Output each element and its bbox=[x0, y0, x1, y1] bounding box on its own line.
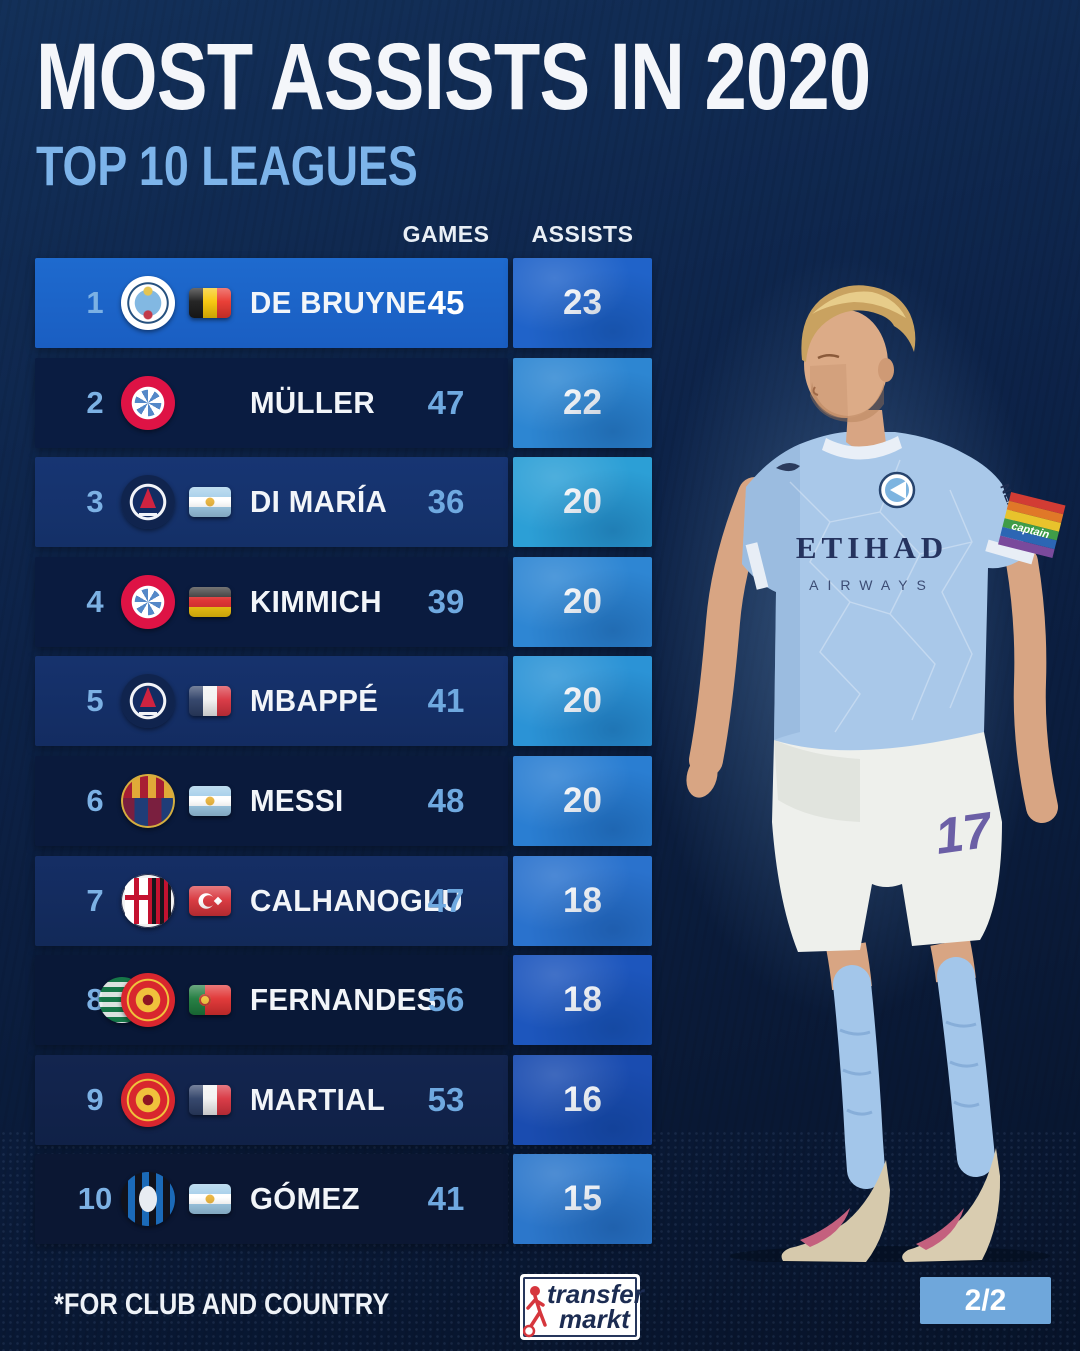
player-photo-kevin-de-bruyne: ETIHAD AIRWAYS NEXEN captain 17 bbox=[686, 285, 1066, 1262]
games-value: 48 bbox=[427, 782, 465, 819]
games-value: 41 bbox=[427, 682, 465, 719]
club-badge-manchester-united bbox=[121, 1073, 175, 1127]
games-value: 41 bbox=[427, 1180, 465, 1217]
logo-text-line1: transfer bbox=[547, 1279, 644, 1309]
table-row-8: 8 FERNANDES 56 18 bbox=[35, 955, 652, 1045]
club-badge-manchester-city bbox=[121, 276, 175, 330]
player-name: GÓMEZ bbox=[250, 1181, 360, 1216]
row-main-panel: 2 MÜLLER 47 bbox=[35, 358, 508, 448]
rank-label: 8 bbox=[86, 982, 104, 1017]
table-row-10: 10 GÓMEZ 41 15 bbox=[35, 1154, 652, 1244]
player-shadow bbox=[730, 1246, 1050, 1262]
assists-value: 16 bbox=[513, 1055, 652, 1145]
table-row-7: 7 CALHANOGLU 47 18 bbox=[35, 856, 652, 946]
table-row-5: 5 MBAPPÉ 41 20 bbox=[35, 656, 652, 746]
assists-value: 23 bbox=[513, 258, 652, 348]
row-main-panel: 9 MARTIAL 53 bbox=[35, 1055, 508, 1145]
club-badge-bayern-munich bbox=[121, 575, 175, 629]
rank-label: 3 bbox=[86, 484, 104, 519]
table-row-4: 4 KIMMICH 39 20 bbox=[35, 557, 652, 647]
player-head bbox=[801, 285, 916, 423]
assists-value: 20 bbox=[513, 656, 652, 746]
footnote: *FOR CLUB AND COUNTRY bbox=[54, 1288, 390, 1321]
assists-value: 20 bbox=[513, 457, 652, 547]
column-header-assists: ASSISTS bbox=[531, 221, 634, 247]
transfermarkt-logo: transfer markt bbox=[520, 1274, 644, 1340]
club-badge-ac-milan bbox=[121, 874, 175, 928]
games-value: 53 bbox=[427, 1081, 465, 1118]
page-title: MOST ASSISTS IN 2020 bbox=[36, 24, 871, 130]
table-row-9: 9 MARTIAL 53 16 bbox=[35, 1055, 652, 1145]
table-row-2: 2 MÜLLER 47 22 bbox=[35, 358, 652, 448]
club-badge-manchester-united bbox=[121, 973, 175, 1027]
games-value: 47 bbox=[427, 384, 465, 421]
rank-label: 1 bbox=[86, 285, 104, 320]
player-name: DI MARÍA bbox=[250, 484, 388, 519]
player-name: CALHANOGLU bbox=[250, 883, 464, 918]
club-badge-atalanta bbox=[121, 1172, 175, 1226]
chest-crest bbox=[878, 471, 916, 509]
games-value: 45 bbox=[427, 284, 465, 321]
page-subtitle: TOP 10 LEAGUES bbox=[36, 134, 418, 197]
club-badge-barcelona bbox=[121, 774, 175, 828]
assists-value: 15 bbox=[513, 1154, 652, 1244]
rank-label: 7 bbox=[86, 883, 104, 918]
games-value: 39 bbox=[427, 583, 465, 620]
club-badge-bayern-munich bbox=[121, 376, 175, 430]
shirt-number: 17 bbox=[932, 801, 997, 865]
row-main-panel: 4 KIMMICH 39 bbox=[35, 557, 508, 647]
flag-portugal bbox=[189, 985, 231, 1015]
table-row-6: 6 MESSI 48 20 bbox=[35, 756, 652, 846]
table-row-1: 1 DE BRUYNE 45 23 bbox=[35, 258, 652, 348]
player-name: FERNANDES bbox=[250, 982, 437, 1017]
row-main-panel: 3 DI MARÍA 36 bbox=[35, 457, 508, 547]
rank-label: 2 bbox=[86, 385, 104, 420]
player-name: MARTIAL bbox=[250, 1082, 386, 1117]
row-main-panel: 6 MESSI 48 bbox=[35, 756, 508, 846]
games-value: 47 bbox=[427, 882, 465, 919]
rank-label: 10 bbox=[77, 1181, 113, 1216]
assists-value: 20 bbox=[513, 557, 652, 647]
row-main-panel: 1 DE BRUYNE 45 bbox=[35, 258, 508, 348]
rank-label: 5 bbox=[86, 683, 104, 718]
club-badge-paris-saint-germain bbox=[121, 475, 175, 529]
flag-france bbox=[189, 686, 231, 716]
transfermarkt-figure-icon bbox=[523, 1286, 547, 1338]
row-main-panel: 5 MBAPPÉ 41 bbox=[35, 656, 508, 746]
player-name: KIMMICH bbox=[250, 584, 382, 619]
flag-turkey bbox=[189, 886, 231, 916]
column-header-games: GAMES bbox=[402, 221, 490, 247]
player-name: MESSI bbox=[250, 783, 344, 818]
assists-value: 18 bbox=[513, 856, 652, 946]
games-value: 56 bbox=[427, 981, 465, 1018]
row-main-panel: 10 GÓMEZ 41 bbox=[35, 1154, 508, 1244]
flag-belgium bbox=[189, 288, 231, 318]
flag-argentina bbox=[189, 786, 231, 816]
flag-argentina bbox=[189, 1184, 231, 1214]
row-main-panel: 7 CALHANOGLU 47 bbox=[35, 856, 508, 946]
flag-france bbox=[189, 1085, 231, 1115]
page-indicator: 2/2 bbox=[920, 1277, 1051, 1324]
games-value: 36 bbox=[427, 483, 465, 520]
shirt-sponsor: ETIHAD bbox=[796, 530, 948, 565]
logo-text-line2: markt bbox=[559, 1304, 630, 1334]
table-row-3: 3 DI MARÍA 36 20 bbox=[35, 457, 652, 547]
assists-value: 20 bbox=[513, 756, 652, 846]
flag-argentina bbox=[189, 487, 231, 517]
rank-label: 4 bbox=[86, 584, 104, 619]
shirt-sponsor-2: AIRWAYS bbox=[809, 577, 935, 593]
rank-label: 6 bbox=[86, 783, 104, 818]
assists-value: 22 bbox=[513, 358, 652, 448]
player-name: DE BRUYNE bbox=[250, 285, 427, 320]
rank-label: 9 bbox=[86, 1082, 104, 1117]
club-badge-paris-saint-germain bbox=[121, 674, 175, 728]
assists-value: 18 bbox=[513, 955, 652, 1045]
flag-germany bbox=[189, 587, 231, 617]
player-name: MBAPPÉ bbox=[250, 683, 379, 718]
row-main-panel: 8 FERNANDES 56 bbox=[35, 955, 508, 1045]
player-name: MÜLLER bbox=[250, 385, 375, 420]
